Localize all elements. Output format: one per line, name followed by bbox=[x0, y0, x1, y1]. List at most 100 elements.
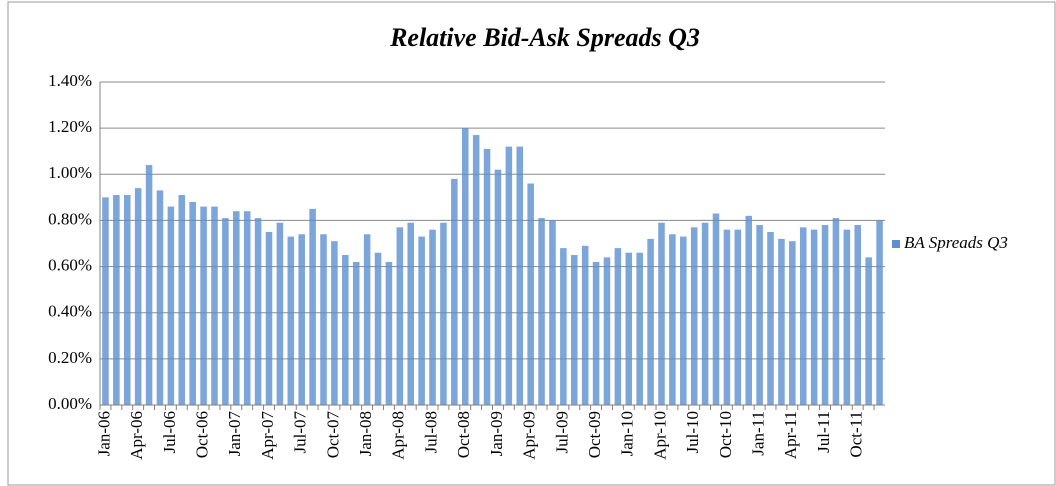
bar bbox=[745, 215, 752, 405]
bar bbox=[810, 229, 818, 405]
bar bbox=[233, 211, 240, 405]
x-tick-label: Apr-10 bbox=[650, 411, 669, 460]
bar bbox=[854, 225, 862, 405]
bar bbox=[472, 135, 480, 406]
bar bbox=[690, 227, 698, 405]
bar bbox=[483, 148, 491, 405]
bar bbox=[767, 231, 774, 405]
x-tick-label: Jan-10 bbox=[618, 411, 637, 456]
bar bbox=[560, 248, 567, 405]
x-tick-label: Jul-10 bbox=[683, 411, 702, 454]
bar bbox=[625, 252, 633, 405]
x-tick-label: Jul-09 bbox=[552, 411, 571, 454]
bar bbox=[571, 255, 578, 405]
bar bbox=[396, 227, 404, 405]
bar bbox=[527, 183, 534, 405]
legend-label: BA Spreads Q3 bbox=[904, 233, 1008, 252]
bar bbox=[680, 236, 687, 405]
bar bbox=[123, 195, 131, 405]
bar bbox=[669, 234, 676, 405]
bar bbox=[832, 218, 840, 405]
bar bbox=[287, 236, 295, 405]
x-tick-label: Apr-07 bbox=[258, 411, 277, 460]
bar bbox=[549, 220, 556, 405]
x-tick-label: Jul-06 bbox=[160, 411, 179, 454]
bar bbox=[363, 234, 371, 405]
bar bbox=[178, 195, 186, 405]
x-tick-label: Apr-06 bbox=[127, 411, 146, 460]
x-tick-label: Oct-10 bbox=[716, 411, 735, 458]
y-tick-label: 0.80% bbox=[48, 209, 92, 228]
bar bbox=[451, 178, 458, 405]
bar bbox=[494, 169, 502, 405]
x-tick-label: Apr-09 bbox=[520, 411, 539, 460]
bar bbox=[734, 229, 742, 405]
bar bbox=[243, 211, 251, 405]
bar bbox=[298, 234, 305, 405]
bar bbox=[723, 229, 731, 405]
bar bbox=[538, 218, 545, 405]
x-tick-label: Oct-07 bbox=[323, 411, 342, 459]
bar bbox=[331, 241, 338, 405]
bar bbox=[843, 229, 851, 405]
bar bbox=[789, 241, 796, 405]
chart-title: Relative Bid-Ask Spreads Q3 bbox=[389, 23, 700, 52]
x-tick-label: Jul-07 bbox=[291, 411, 310, 454]
bar bbox=[581, 245, 589, 405]
bar bbox=[145, 165, 153, 405]
x-tick-label: Oct-09 bbox=[585, 411, 604, 458]
y-tick-label: 1.40% bbox=[48, 71, 92, 90]
bar bbox=[647, 238, 654, 405]
x-tick-label: Jan-07 bbox=[225, 411, 244, 457]
bar bbox=[265, 231, 273, 405]
y-tick-label: 1.20% bbox=[48, 117, 92, 136]
x-tick-label: Jul-11 bbox=[814, 411, 833, 453]
bar bbox=[407, 222, 414, 405]
bar bbox=[222, 218, 229, 405]
bar bbox=[614, 248, 622, 405]
y-tick-label: 0.20% bbox=[48, 348, 92, 367]
y-tick-label: 0.60% bbox=[48, 255, 92, 274]
bar bbox=[385, 261, 393, 405]
bar bbox=[342, 255, 349, 405]
bar bbox=[603, 257, 611, 405]
bar bbox=[799, 227, 807, 405]
x-tick-label: Oct-06 bbox=[192, 411, 211, 458]
x-tick-label: Jan-11 bbox=[749, 411, 768, 456]
bar bbox=[505, 146, 513, 405]
x-tick-label: Oct-11 bbox=[847, 411, 866, 458]
bar bbox=[211, 206, 218, 405]
bar bbox=[276, 222, 284, 405]
bar bbox=[592, 261, 600, 405]
bar bbox=[309, 208, 316, 405]
x-tick-label: Jan-09 bbox=[487, 411, 506, 456]
bar bbox=[865, 257, 872, 405]
y-tick-label: 0.40% bbox=[48, 302, 92, 321]
bar bbox=[756, 225, 763, 405]
bar bbox=[658, 222, 665, 405]
x-tick-label: Apr-11 bbox=[781, 411, 800, 459]
bar bbox=[156, 190, 164, 405]
x-tick-label: Jul-08 bbox=[421, 411, 440, 454]
bar bbox=[440, 222, 447, 405]
bar bbox=[102, 197, 109, 405]
bar bbox=[516, 146, 524, 405]
bar bbox=[254, 218, 262, 405]
bar bbox=[200, 206, 207, 405]
bar bbox=[134, 188, 142, 405]
bar bbox=[374, 252, 382, 405]
bar bbox=[461, 128, 469, 405]
y-tick-label: 0.00% bbox=[48, 394, 92, 413]
bar bbox=[876, 220, 883, 405]
bar bbox=[320, 234, 327, 405]
bar bbox=[712, 213, 720, 405]
bar bbox=[636, 252, 643, 405]
bar bbox=[429, 229, 436, 405]
x-tick-label: Jan-08 bbox=[356, 411, 375, 456]
bar bbox=[418, 236, 425, 405]
y-tick-label: 1.00% bbox=[48, 163, 92, 182]
x-tick-label: Oct-08 bbox=[454, 411, 473, 458]
bar bbox=[189, 201, 196, 405]
